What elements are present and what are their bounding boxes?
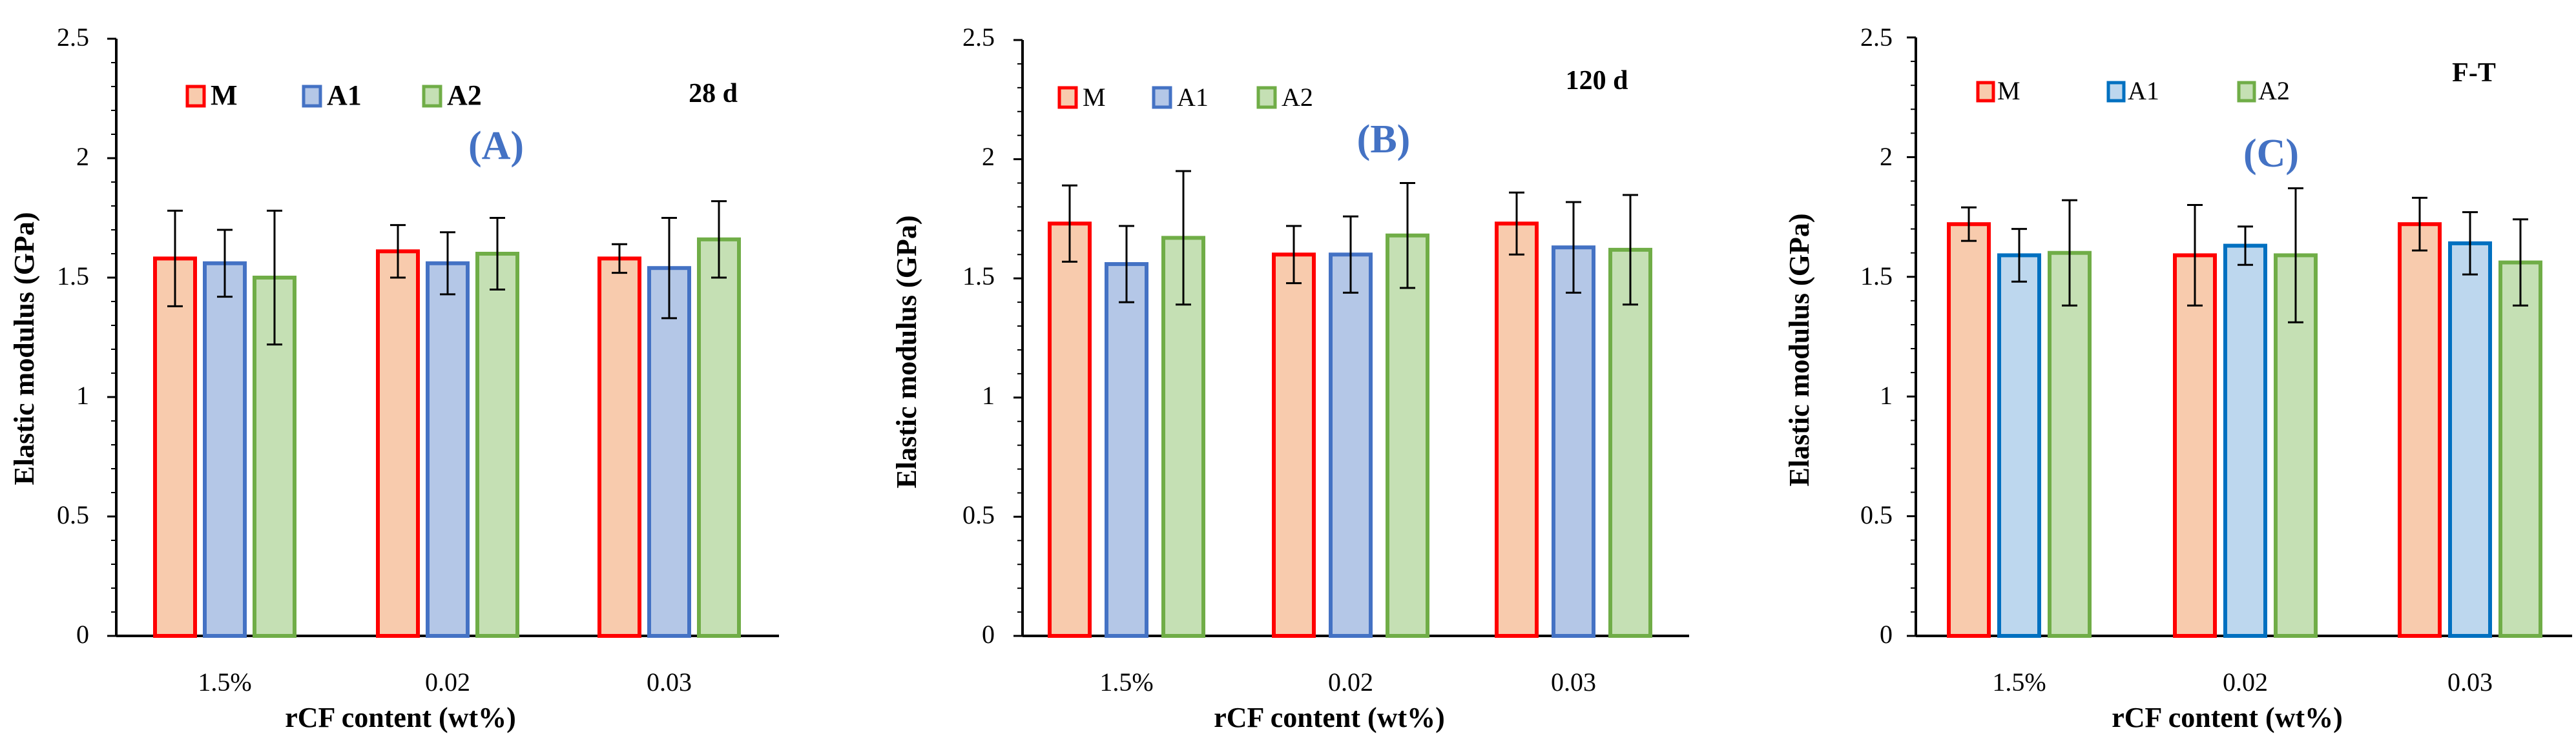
bar-m	[153, 256, 197, 638]
plot-area	[1907, 36, 2572, 638]
x-tick-label: 0.02	[425, 668, 470, 697]
legend-label-a1: A1	[327, 79, 362, 111]
y-tick-label: 2	[982, 142, 995, 171]
y-tick-label: 1	[1880, 381, 1893, 410]
legend: M A1 A2	[1976, 76, 2290, 105]
y-tick-label: 1	[76, 381, 89, 410]
bar-a2	[2498, 260, 2542, 638]
legend-label-a2: A2	[1282, 83, 1313, 112]
bar-m	[1495, 221, 1539, 638]
legend-swatch-a1	[302, 85, 322, 108]
y-tick-label: 1.5	[1860, 261, 1893, 291]
x-tick-labels: 1.5% 0.02 0.03	[1992, 668, 2493, 697]
bar-a2	[2048, 250, 2092, 638]
bar-m	[2398, 222, 2442, 638]
y-tick-labels: 0 0.5 1 1.5 2 2.5	[962, 23, 995, 649]
x-tick-label: 0.03	[1551, 668, 1596, 697]
legend-swatch-a1	[1152, 86, 1172, 109]
x-tick-label: 0.02	[1328, 668, 1373, 697]
y-tick-label: 0.5	[1860, 500, 1893, 529]
y-axis-title: Elastic modulus (GPa)	[891, 216, 922, 489]
x-tick-label: 0.02	[2223, 668, 2268, 697]
bar-a1	[426, 261, 470, 638]
bar-m	[1048, 221, 1092, 638]
legend-swatch-m	[1976, 81, 1995, 103]
panel-letter: (C)	[2243, 132, 2299, 176]
bar-a1	[1997, 253, 2041, 638]
bar-a1	[647, 266, 691, 638]
bar-a1	[203, 261, 247, 638]
panel-a: Elastic modulus (GPa) rCF content (wt%) …	[8, 23, 779, 733]
y-tick-label: 2.5	[1860, 23, 1893, 52]
bar-a1	[2223, 243, 2267, 638]
legend-swatch-a1	[2106, 81, 2126, 103]
bar-a1	[1329, 252, 1373, 638]
bar-a1	[1552, 245, 1595, 638]
x-tick-label: 0.03	[2447, 668, 2493, 697]
bar-a2	[697, 237, 741, 638]
y-tick-label: 2.5	[57, 23, 89, 52]
bar-m	[1272, 252, 1316, 638]
x-tick-labels: 1.5% 0.02 0.03	[198, 668, 692, 697]
y-tick-label: 0	[982, 620, 995, 649]
legend-label-a1: A1	[2128, 76, 2159, 105]
x-axis-title: rCF content (wt%)	[2112, 702, 2343, 733]
y-axis-title: Elastic modulus (GPa)	[8, 212, 40, 485]
x-axis-title: rCF content (wt%)	[285, 702, 516, 733]
bar-m	[2173, 253, 2217, 638]
y-tick-label: 1.5	[962, 261, 995, 291]
legend-label-m: M	[211, 79, 238, 111]
legend-swatch-a2	[2237, 81, 2256, 103]
bar-a2	[253, 276, 296, 638]
panel-b: Elastic modulus (GPa) rCF content (wt%) …	[891, 23, 1689, 733]
bar-m	[597, 256, 641, 638]
legend: M A1 A2	[185, 79, 482, 111]
y-tick-label: 2.5	[962, 23, 995, 52]
x-tick-label: 1.5%	[1992, 668, 2046, 697]
condition-label: F-T	[2452, 58, 2496, 88]
legend-label-m: M	[1997, 76, 2020, 105]
y-tick-label: 1	[982, 381, 995, 410]
bar-m	[1947, 222, 1991, 638]
y-tick-label: 2	[76, 142, 89, 171]
y-tick-label: 0.5	[57, 500, 89, 529]
panel-letter: (B)	[1357, 117, 1411, 161]
y-tick-label: 0	[1880, 620, 1893, 649]
legend-label-a1: A1	[1177, 83, 1209, 112]
legend-label-a2: A2	[447, 79, 482, 111]
x-axis-title: rCF content (wt%)	[1214, 702, 1445, 733]
legend: M A1 A2	[1057, 83, 1313, 112]
y-tick-labels: 0 0.5 1 1.5 2 2.5	[1860, 23, 1893, 649]
bar-m	[376, 249, 420, 638]
legend-swatch-m	[1057, 86, 1078, 109]
panel-letter: (A)	[468, 124, 524, 168]
y-tick-label: 0	[76, 620, 89, 649]
legend-swatch-m	[185, 85, 206, 108]
panel-c: Elastic modulus (GPa) rCF content (wt%) …	[1783, 23, 2572, 733]
legend-swatch-a2	[1256, 86, 1277, 109]
x-tick-label: 1.5%	[198, 668, 251, 697]
y-tick-label: 2	[1880, 142, 1893, 171]
y-tick-label: 1.5	[57, 261, 89, 291]
plot-area	[1013, 39, 1689, 638]
x-tick-label: 0.03	[647, 668, 692, 697]
condition-label: 120 d	[1566, 66, 1628, 96]
x-tick-labels: 1.5% 0.02 0.03	[1099, 668, 1596, 697]
bar-a2	[1608, 247, 1652, 638]
legend-swatch-a2	[422, 85, 442, 108]
y-axis-title: Elastic modulus (GPa)	[1783, 214, 1815, 487]
bar-a1	[1105, 262, 1148, 638]
bar-a2	[475, 252, 519, 638]
condition-label: 28 d	[689, 79, 738, 108]
bar-a2	[1386, 233, 1429, 638]
plot-area	[107, 37, 779, 638]
y-tick-label: 0.5	[962, 500, 995, 529]
legend-label-m: M	[1083, 83, 1106, 112]
x-tick-label: 1.5%	[1099, 668, 1153, 697]
y-tick-labels: 0 0.5 1 1.5 2 2.5	[57, 23, 89, 649]
bar-a1	[2448, 241, 2492, 638]
legend-label-a2: A2	[2258, 76, 2290, 105]
